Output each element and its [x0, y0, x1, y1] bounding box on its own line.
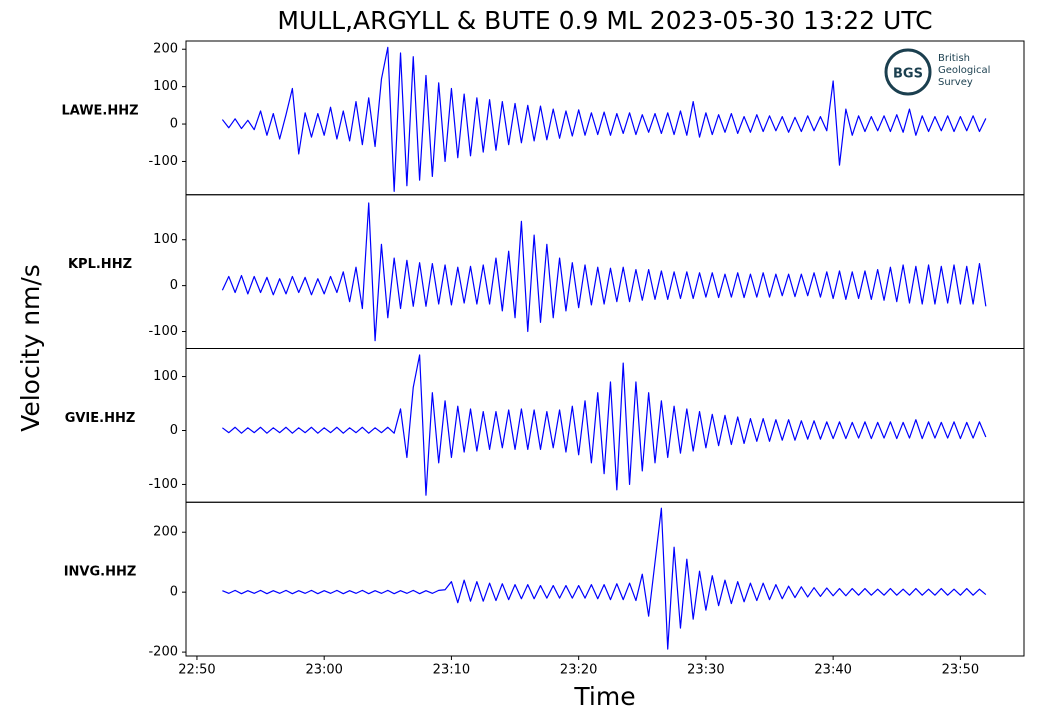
y-tick-label: 0: [170, 117, 178, 132]
x-tick-label: 23:50: [942, 663, 979, 678]
y-tick-label: -100: [148, 477, 178, 492]
x-tick-label: 23:10: [433, 663, 470, 678]
y-tick-label: 0: [170, 423, 178, 438]
y-tick-label: -100: [148, 154, 178, 169]
y-tick-label: -200: [148, 645, 178, 660]
logo-ring: [884, 48, 932, 96]
y-axis-label: Velocity nm/s: [16, 264, 45, 432]
trace: [222, 507, 987, 650]
x-tick-label: 23:00: [305, 663, 342, 678]
y-tick-label: 100: [153, 79, 178, 94]
x-tick-label: 22:50: [178, 663, 215, 678]
panel-frame: [185, 501, 1025, 657]
logo: BGS British Geological Survey: [884, 48, 990, 96]
x-tick-label: 23:40: [814, 663, 851, 678]
y-tick-label: -100: [148, 324, 178, 339]
x-axis-label: Time: [573, 682, 635, 711]
series-label: INVG.HHZ: [64, 565, 137, 580]
y-tick-label: 100: [153, 369, 178, 384]
y-tick-label: 200: [153, 42, 178, 57]
logo-text: Survey: [938, 77, 973, 88]
logo-text: British: [938, 53, 970, 64]
series-label: KPL.HHZ: [68, 257, 132, 272]
series-label: GVIE.HHZ: [65, 411, 136, 426]
chart-title: MULL,ARGYLL & BUTE 0.9 ML 2023-05-30 13:…: [277, 6, 932, 35]
trace: [221, 46, 987, 192]
y-tick-label: 0: [170, 278, 178, 293]
x-tick-label: 23:20: [560, 663, 597, 678]
x-tick-label: 23:30: [687, 663, 724, 678]
logo-text: Geological: [938, 65, 990, 76]
panel-frame: [185, 194, 1025, 349]
y-tick-label: 100: [153, 232, 178, 247]
trace: [221, 202, 987, 342]
y-tick-label: 0: [170, 585, 178, 600]
y-tick-label: 200: [153, 525, 178, 540]
series-label: LAWE.HHZ: [61, 103, 138, 118]
panel-frame: [185, 348, 1025, 503]
trace: [222, 354, 987, 496]
logo-mark: BGS: [893, 67, 923, 82]
